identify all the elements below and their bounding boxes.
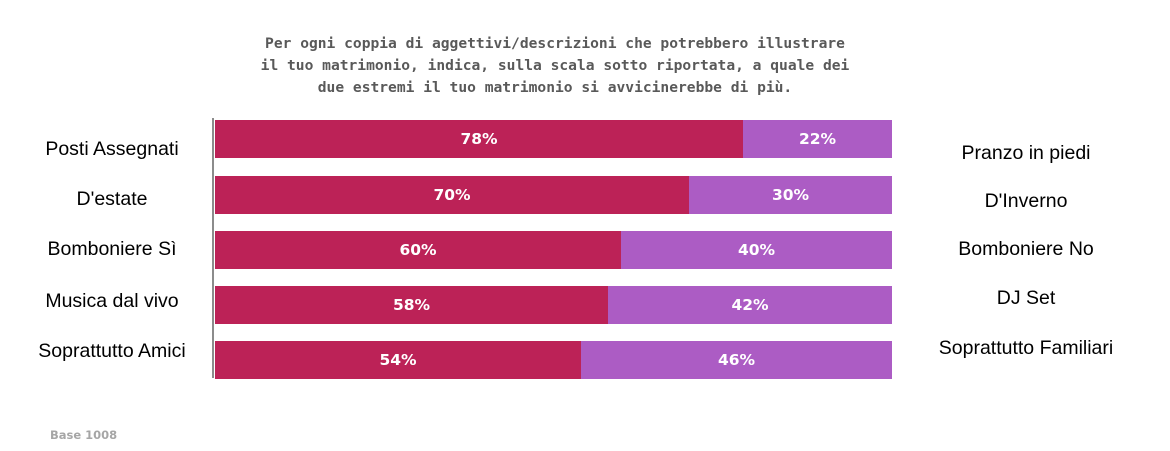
bar-segment-left: 60% — [215, 231, 621, 269]
left-category-label: Musica dal vivo — [45, 290, 179, 312]
data-label-right: 40% — [737, 241, 776, 259]
data-label-left: 58% — [392, 296, 431, 314]
left-category-label: Soprattutto Amici — [38, 340, 186, 362]
base-note: Base 1008 — [50, 428, 118, 442]
right-category-label: D'Inverno — [984, 190, 1068, 212]
left-category-label: D'estate — [76, 188, 148, 210]
right-category-label: Bomboniere No — [958, 238, 1094, 260]
bar-segment-right: 30% — [689, 176, 892, 214]
bar-segment-left: 70% — [215, 176, 689, 214]
right-category-label: Soprattutto Familiari — [938, 337, 1114, 359]
chart-title-line: Per ogni coppia di aggettivi/descrizioni… — [265, 35, 845, 52]
bar-segment-left: 78% — [215, 120, 743, 158]
bar-row: 54% 46% — [215, 341, 892, 379]
data-label-left: 78% — [460, 130, 498, 148]
chart-title-line: due estremi il tuo matrimonio si avvicin… — [317, 79, 793, 96]
data-label-left: 60% — [399, 241, 437, 259]
chart-title: Per ogni coppia di aggettivi/descrizioni… — [230, 33, 880, 99]
bar-segment-right: 22% — [743, 120, 892, 158]
left-category-label: Bomboniere Sì — [47, 238, 177, 260]
bar-row: 78% 22% — [215, 120, 892, 158]
bar-segment-right: 40% — [621, 231, 892, 269]
bar-segment-right: 46% — [581, 341, 892, 379]
left-category-label: Posti Assegnati — [45, 138, 179, 160]
data-label-left: 54% — [379, 351, 417, 369]
category-axis-line — [212, 118, 214, 378]
bar-segment-left: 54% — [215, 341, 581, 379]
right-category-label: DJ Set — [996, 287, 1056, 309]
bar-row: 60% 40% — [215, 231, 892, 269]
bar-row: 58% 42% — [215, 286, 892, 324]
data-label-right: 42% — [731, 296, 769, 314]
data-label-left: 70% — [433, 186, 471, 204]
data-label-right: 46% — [717, 351, 756, 369]
bar-row: 70% 30% — [215, 176, 892, 214]
right-category-label: Pranzo in piedi — [961, 142, 1091, 164]
chart-title-line: il tuo matrimonio, indica, sulla scala s… — [260, 57, 850, 74]
data-label-right: 30% — [771, 186, 810, 204]
data-label-right: 22% — [798, 130, 837, 148]
bar-segment-right: 42% — [608, 286, 892, 324]
bar-segment-left: 58% — [215, 286, 608, 324]
